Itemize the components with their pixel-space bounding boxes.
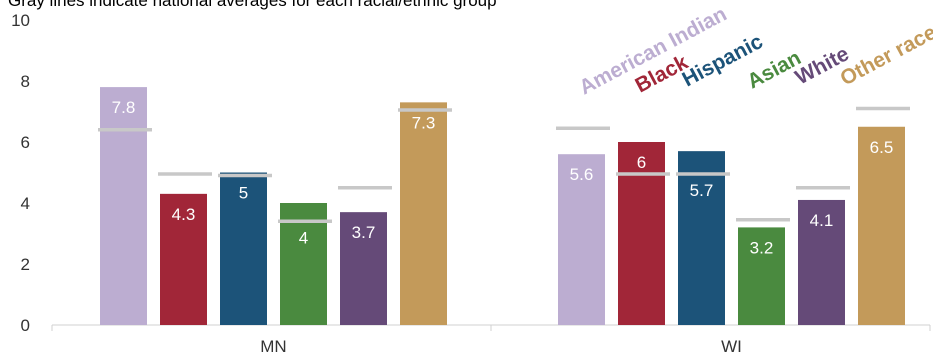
data-label: 4.1 bbox=[810, 211, 834, 230]
bar bbox=[738, 227, 785, 325]
bar bbox=[280, 203, 327, 325]
bar bbox=[400, 102, 447, 325]
y-tick-label: 4 bbox=[21, 194, 30, 213]
y-tick-label: 0 bbox=[21, 316, 30, 335]
bar bbox=[340, 212, 387, 325]
y-tick-label: 2 bbox=[21, 255, 30, 274]
bar bbox=[798, 199, 845, 325]
data-label: 4.3 bbox=[172, 205, 196, 224]
y-tick-label: 6 bbox=[21, 133, 30, 152]
y-tick-label: 8 bbox=[21, 72, 30, 91]
x-category-label: MN bbox=[260, 337, 286, 356]
bar bbox=[220, 172, 267, 325]
data-label: 4 bbox=[299, 228, 308, 247]
data-label: 3.7 bbox=[352, 223, 376, 242]
bar bbox=[160, 193, 207, 325]
chart-subtitle: Gray lines indicate national averages fo… bbox=[8, 0, 497, 10]
bar bbox=[100, 87, 147, 325]
data-label: 5.6 bbox=[570, 165, 594, 184]
data-label: 5.7 bbox=[690, 181, 714, 200]
bar bbox=[858, 126, 905, 325]
bar bbox=[678, 151, 725, 325]
data-label: 5 bbox=[239, 184, 248, 203]
legend-label: Other race bbox=[837, 21, 933, 91]
bar bbox=[558, 154, 605, 325]
data-label: 7.3 bbox=[412, 113, 436, 132]
y-tick-label: 10 bbox=[11, 11, 30, 30]
x-category-label: WI bbox=[721, 337, 742, 356]
data-label: 7.8 bbox=[112, 98, 136, 117]
data-label: 6.5 bbox=[870, 138, 894, 157]
data-label: 3.2 bbox=[750, 238, 774, 257]
data-label: 6 bbox=[637, 153, 646, 172]
